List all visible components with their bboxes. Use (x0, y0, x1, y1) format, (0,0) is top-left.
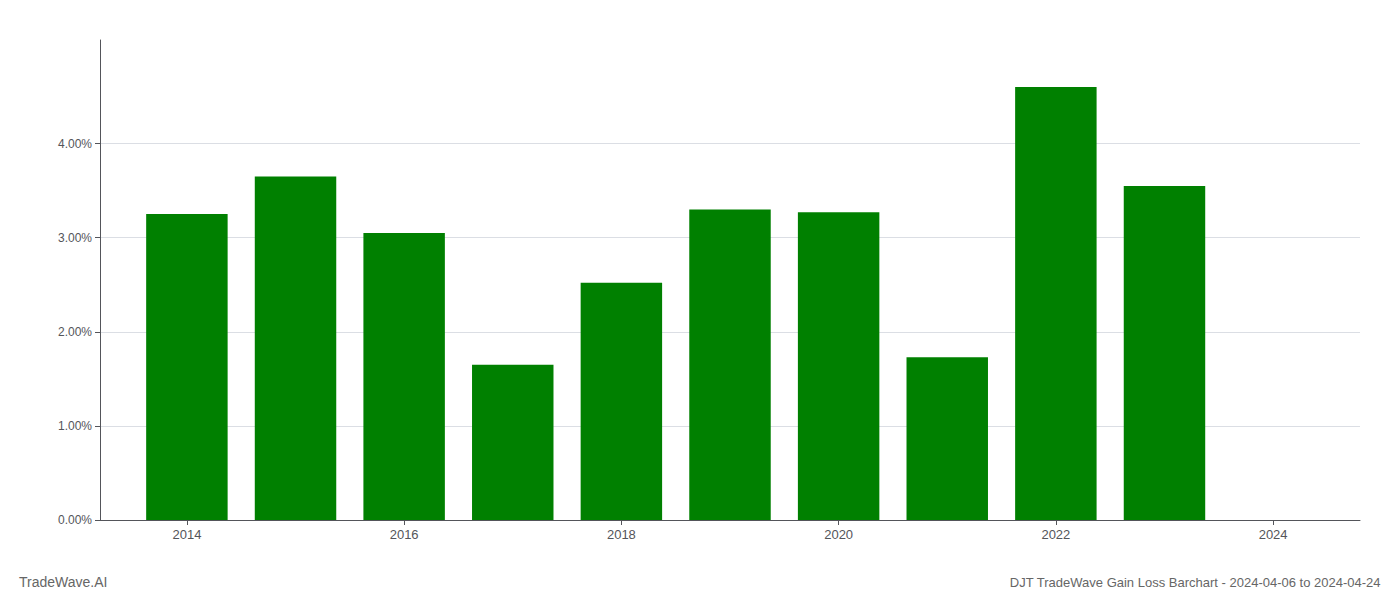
svg-text:2016: 2016 (390, 527, 419, 542)
svg-text:2.00%: 2.00% (58, 325, 92, 339)
svg-text:4.00%: 4.00% (58, 137, 92, 151)
svg-text:DJT TradeWave Gain Loss Barcha: DJT TradeWave Gain Loss Barchart - 2024-… (1010, 575, 1381, 590)
svg-text:2014: 2014 (172, 527, 201, 542)
svg-text:TradeWave.AI: TradeWave.AI (19, 574, 107, 590)
svg-text:2024: 2024 (1259, 527, 1288, 542)
svg-text:2020: 2020 (824, 527, 853, 542)
svg-text:3.00%: 3.00% (58, 231, 92, 245)
svg-text:2018: 2018 (607, 527, 636, 542)
svg-text:1.00%: 1.00% (58, 419, 92, 433)
svg-text:0.00%: 0.00% (58, 513, 92, 527)
svg-text:2022: 2022 (1041, 527, 1070, 542)
